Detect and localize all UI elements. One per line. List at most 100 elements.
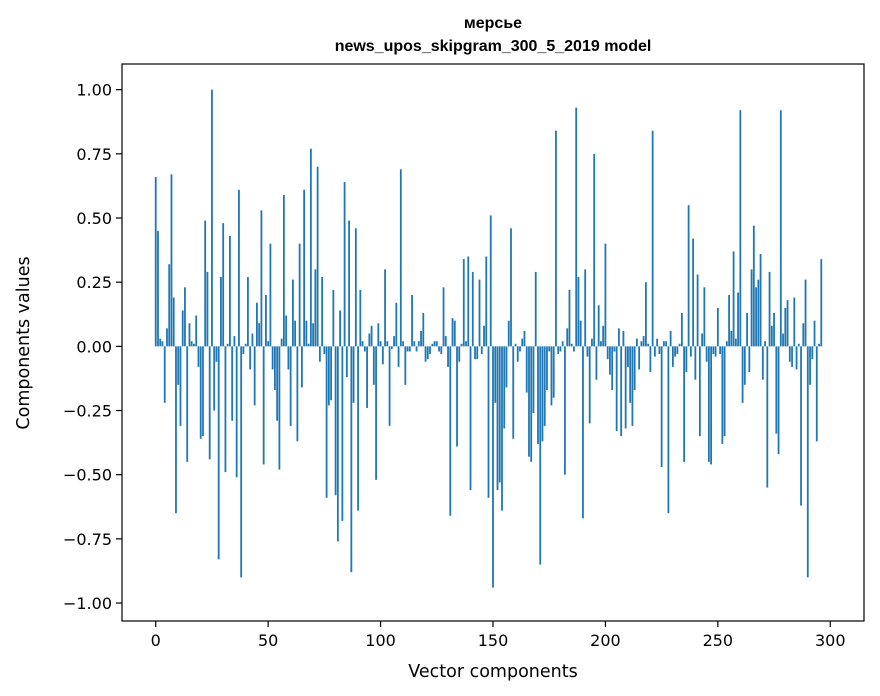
bar-148	[487, 346, 490, 498]
bar-64	[298, 243, 301, 347]
bar-81	[336, 346, 339, 542]
bar-147	[485, 256, 488, 347]
bar-49	[265, 295, 267, 347]
bar-25	[211, 89, 213, 347]
bar-233	[678, 343, 681, 347]
bar-217	[642, 336, 645, 347]
bar-281	[786, 300, 789, 347]
bar-204	[613, 346, 616, 352]
bar-270	[761, 346, 764, 380]
bar-104	[388, 346, 391, 426]
y-tick-label: 0.75	[76, 145, 112, 164]
bar-126	[438, 346, 440, 352]
bar-268	[757, 279, 760, 347]
bar-23	[206, 271, 209, 347]
bar-74	[321, 277, 324, 347]
bar-63	[296, 346, 299, 442]
bar-179	[557, 346, 560, 355]
bar-292	[811, 346, 814, 360]
bar-122	[429, 346, 431, 355]
bar-16	[190, 341, 193, 347]
bar-30	[222, 223, 225, 347]
bar-222	[653, 346, 656, 357]
bar-234	[680, 312, 683, 347]
bar-75	[323, 346, 326, 355]
bar-138	[465, 341, 467, 347]
y-tick-label: −0.50	[63, 466, 112, 485]
bar-239	[692, 238, 695, 347]
bar-260	[739, 110, 742, 347]
bar-27	[215, 346, 218, 362]
bar-97	[372, 346, 375, 385]
bar-185	[570, 343, 573, 347]
bar-287	[800, 346, 802, 506]
bar-220	[649, 346, 652, 373]
bar-135	[458, 346, 461, 362]
bar-181	[561, 341, 564, 347]
bar-242	[698, 346, 701, 437]
bar-32	[226, 343, 229, 347]
bar-130	[447, 346, 449, 367]
bar-151	[494, 346, 497, 403]
bar-231	[674, 346, 677, 357]
bar-4	[163, 346, 166, 403]
bar-101	[381, 346, 384, 365]
bar-219	[647, 343, 650, 347]
bar-223	[656, 338, 659, 347]
bar-275	[773, 312, 775, 347]
bar-175	[548, 346, 551, 352]
bar-89	[354, 228, 357, 347]
bar-71	[314, 269, 317, 347]
bar-140	[469, 346, 472, 491]
bar-128	[442, 287, 445, 347]
bar-172	[541, 346, 544, 442]
bar-8	[172, 297, 175, 347]
bar-253	[723, 346, 726, 437]
bar-224	[658, 346, 661, 355]
bar-47	[260, 210, 263, 347]
bar-243	[701, 333, 704, 347]
bar-191	[584, 269, 587, 347]
bar-197	[597, 305, 600, 347]
bar-257	[732, 251, 735, 347]
bar-91	[359, 289, 362, 347]
bar-78	[330, 346, 333, 401]
bar-162	[519, 346, 521, 352]
bar-154	[501, 346, 503, 511]
bar-251	[719, 346, 721, 355]
bar-166	[528, 346, 530, 457]
bar-145	[480, 346, 483, 355]
bar-178	[555, 130, 557, 347]
bar-153	[498, 346, 501, 483]
bar-269	[759, 253, 762, 347]
bar-194	[591, 338, 593, 347]
bar-53	[274, 346, 276, 390]
bar-19	[197, 346, 200, 367]
bar-295	[818, 343, 820, 347]
bar-18	[195, 315, 198, 347]
bar-232	[676, 346, 679, 355]
bar-41	[247, 277, 249, 347]
x-tick-label: 150	[478, 631, 509, 650]
bar-24	[208, 346, 211, 460]
bar-108	[397, 346, 400, 367]
x-tick-label: 300	[815, 631, 846, 650]
bar-180	[559, 346, 562, 352]
bar-163	[521, 338, 524, 347]
bar-52	[271, 346, 274, 370]
y-tick-label: 0.25	[76, 273, 112, 292]
bar-88	[352, 346, 355, 403]
bar-118	[420, 330, 422, 347]
bar-112	[406, 346, 409, 352]
bar-21	[202, 346, 204, 437]
bar-26	[213, 346, 216, 411]
bar-262	[743, 346, 746, 385]
bar-106	[393, 336, 395, 347]
bar-149	[489, 215, 492, 347]
y-tick-label: 0.50	[76, 209, 112, 228]
bar-7	[170, 174, 173, 347]
bar-283	[791, 346, 793, 367]
bar-246	[707, 346, 710, 462]
bar-31	[224, 346, 227, 473]
bar-228	[667, 346, 670, 514]
